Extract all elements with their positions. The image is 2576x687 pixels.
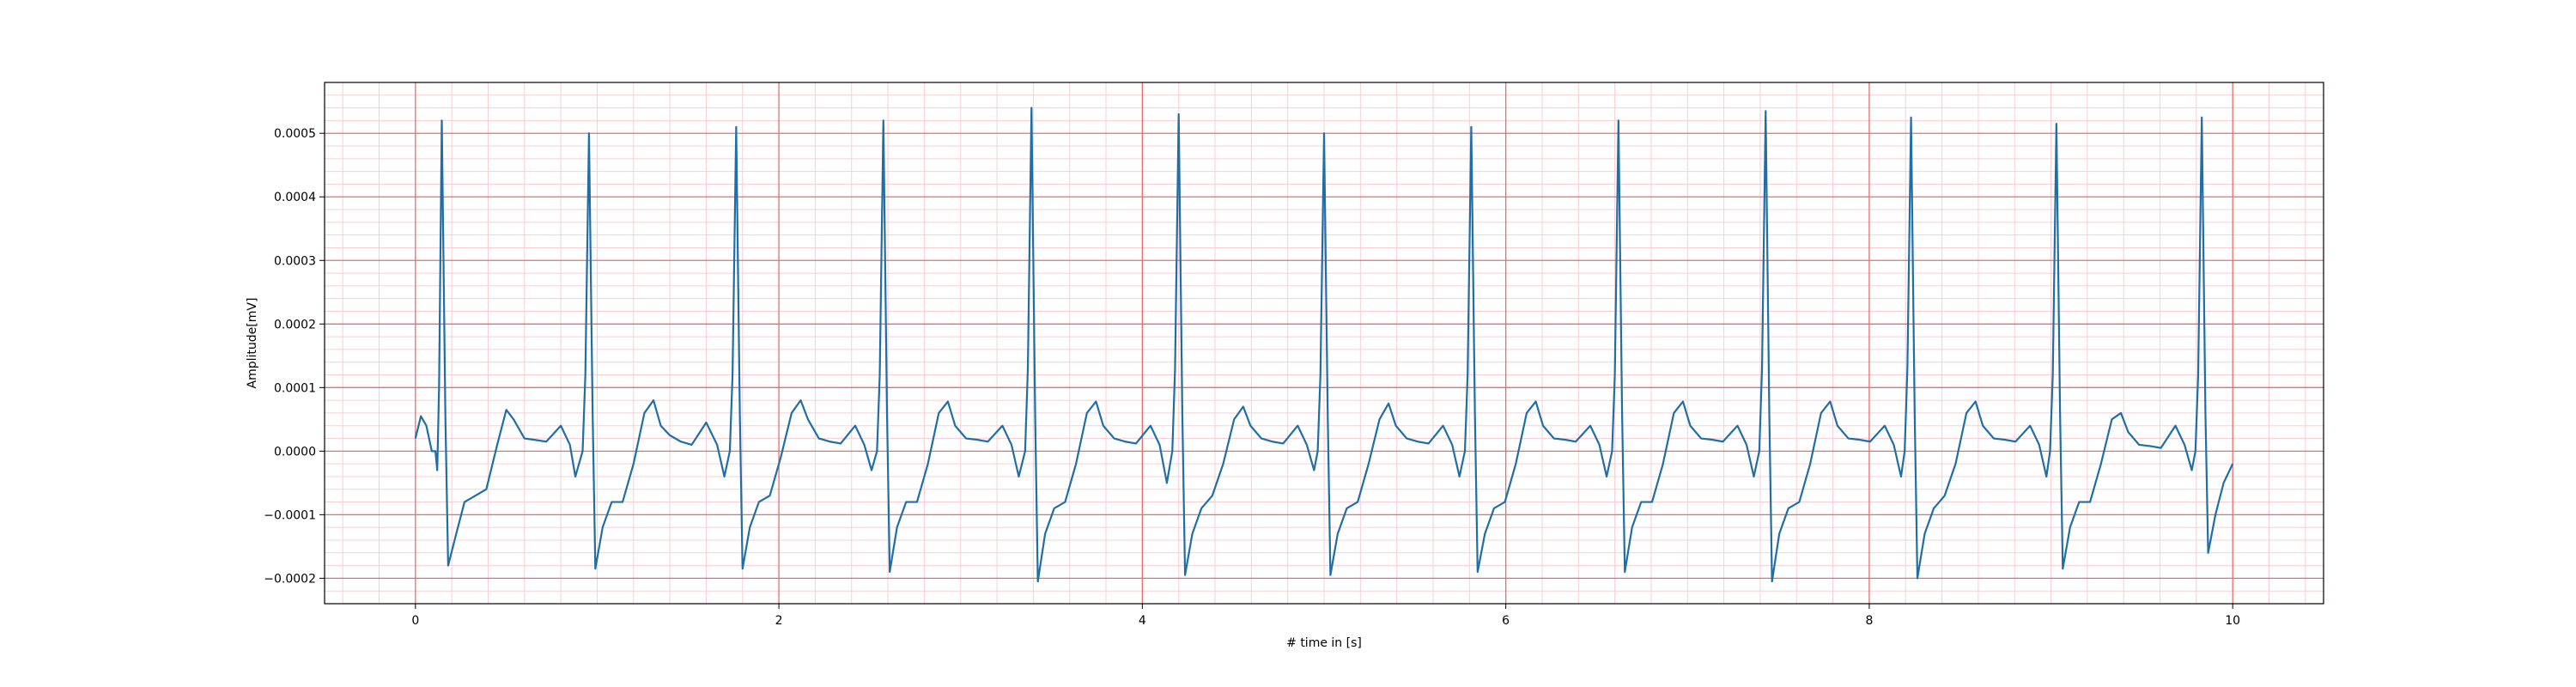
y-tick-label: −0.0001 [264, 508, 316, 522]
x-tick-label: 10 [2225, 614, 2240, 628]
y-tick-label: 0.0002 [274, 318, 316, 331]
x-axis-ticks: 0 2 4 6 8 10 [411, 604, 2240, 628]
x-tick-label: 6 [1502, 614, 1510, 628]
x-axis-label: # time in [s] [1286, 636, 1362, 650]
y-tick-label: −0.0002 [264, 572, 316, 586]
x-tick-label: 0 [411, 614, 419, 628]
x-tick-label: 8 [1865, 614, 1873, 628]
x-tick-label: 2 [775, 614, 783, 628]
y-axis-label: Amplitude[mV] [246, 298, 259, 389]
plot-frame [324, 82, 2324, 605]
y-tick-label: 0.0004 [274, 191, 316, 204]
minor-grid [325, 82, 2324, 605]
y-tick-label: 0.0005 [274, 127, 316, 141]
y-tick-label: 0.0001 [274, 381, 316, 395]
y-tick-label: 0.0003 [274, 254, 316, 268]
series-line [414, 106, 2234, 583]
y-axis-ticks: −0.0002 −0.0001 0.0000 0.0001 0.0002 0.0003 0.… [264, 127, 325, 586]
x-tick-label: 4 [1139, 614, 1146, 628]
y-tick-label: 0.0000 [274, 445, 316, 459]
